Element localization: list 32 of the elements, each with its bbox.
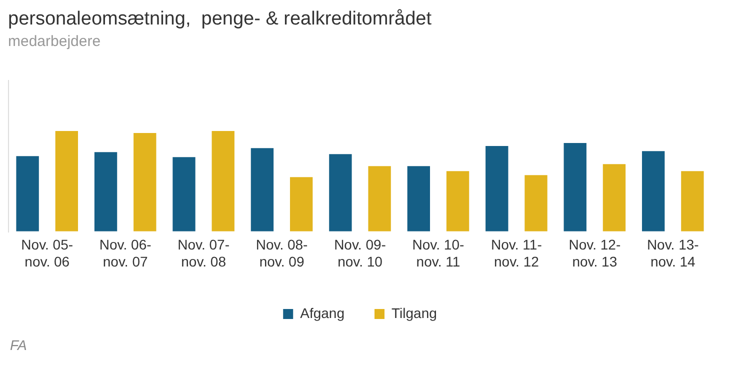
x-tick-label: Nov. 08-nov. 09 (256, 236, 308, 270)
bar (290, 177, 313, 232)
x-tick-label: Nov. 11-nov. 12 (491, 236, 542, 270)
chart-title: personaleomsætning, penge- & realkreditområdet (8, 8, 432, 30)
x-tick-label: Nov. 12-nov. 13 (568, 236, 621, 270)
x-tick-label: Nov. 06-nov. 07 (99, 236, 152, 270)
bar (524, 175, 548, 232)
legend-label: Tilgang (391, 304, 437, 321)
bar (94, 152, 118, 232)
x-tick-label: Nov. 13-nov. 14 (646, 236, 700, 270)
x-tick-label: Nov. 10-nov. 11 (412, 236, 464, 270)
chart-subtitle: medarbejdere (8, 32, 101, 50)
x-tick-label: Nov. 05-nov. 06 (21, 236, 74, 270)
text: FA (10, 336, 27, 353)
bar (172, 157, 196, 232)
x-tick-label: Nov. 09-nov. 10 (334, 236, 386, 270)
bar (250, 148, 274, 232)
bar (368, 166, 391, 232)
bar (446, 171, 470, 232)
bar (55, 131, 78, 232)
bar (642, 151, 665, 232)
bar (564, 143, 586, 232)
bar (681, 171, 704, 232)
bar (329, 154, 352, 232)
bar (212, 131, 234, 232)
bar (602, 164, 626, 232)
legend-label: Afgang (300, 304, 344, 321)
bar (16, 156, 39, 232)
bar (407, 166, 430, 232)
bar (486, 146, 508, 232)
x-tick-label: Nov. 07-nov. 08 (178, 236, 230, 270)
bar (134, 133, 156, 232)
